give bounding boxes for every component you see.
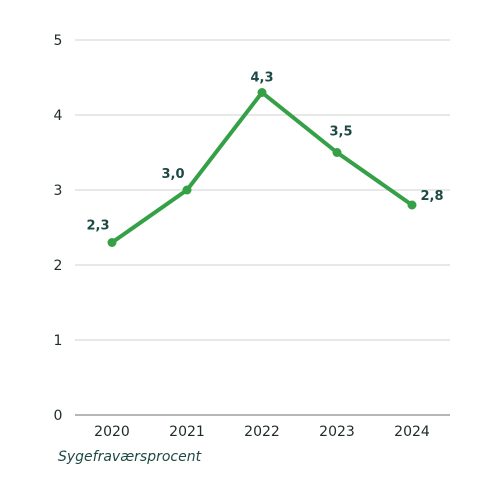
data-label: 2,8 — [420, 189, 443, 204]
legend-series-name: Sygefraværsprocent — [58, 449, 202, 465]
x-axis-ticks: 2020 2021 2022 2023 2024 — [94, 424, 430, 440]
y-tick-label: 0 — [54, 408, 63, 424]
x-tick-label: 2023 — [319, 424, 355, 440]
data-label: 2,3 — [86, 219, 109, 234]
data-label: 3,5 — [329, 125, 352, 140]
data-point — [107, 238, 117, 247]
data-point — [332, 148, 342, 157]
data-point — [407, 200, 417, 210]
y-tick-label: 4 — [54, 108, 63, 124]
y-tick-label: 2 — [54, 258, 63, 274]
data-label: 4,3 — [250, 71, 273, 86]
series-sygefravaersprocent — [107, 88, 417, 247]
x-tick-label: 2020 — [94, 424, 130, 440]
x-tick-label: 2022 — [244, 424, 280, 440]
x-tick-label: 2024 — [394, 424, 430, 440]
y-axis-ticks: 0 1 2 3 4 5 — [54, 33, 63, 424]
y-tick-label: 3 — [54, 183, 63, 199]
y-tick-label: 5 — [54, 33, 63, 49]
y-tick-label: 1 — [54, 333, 63, 349]
data-labels: 2,3 3,0 4,3 3,5 2,8 — [86, 71, 443, 234]
x-tick-label: 2021 — [169, 424, 205, 440]
data-point — [257, 88, 267, 97]
data-point — [182, 185, 192, 195]
gridlines — [75, 39, 450, 341]
data-label: 3,0 — [161, 167, 184, 182]
